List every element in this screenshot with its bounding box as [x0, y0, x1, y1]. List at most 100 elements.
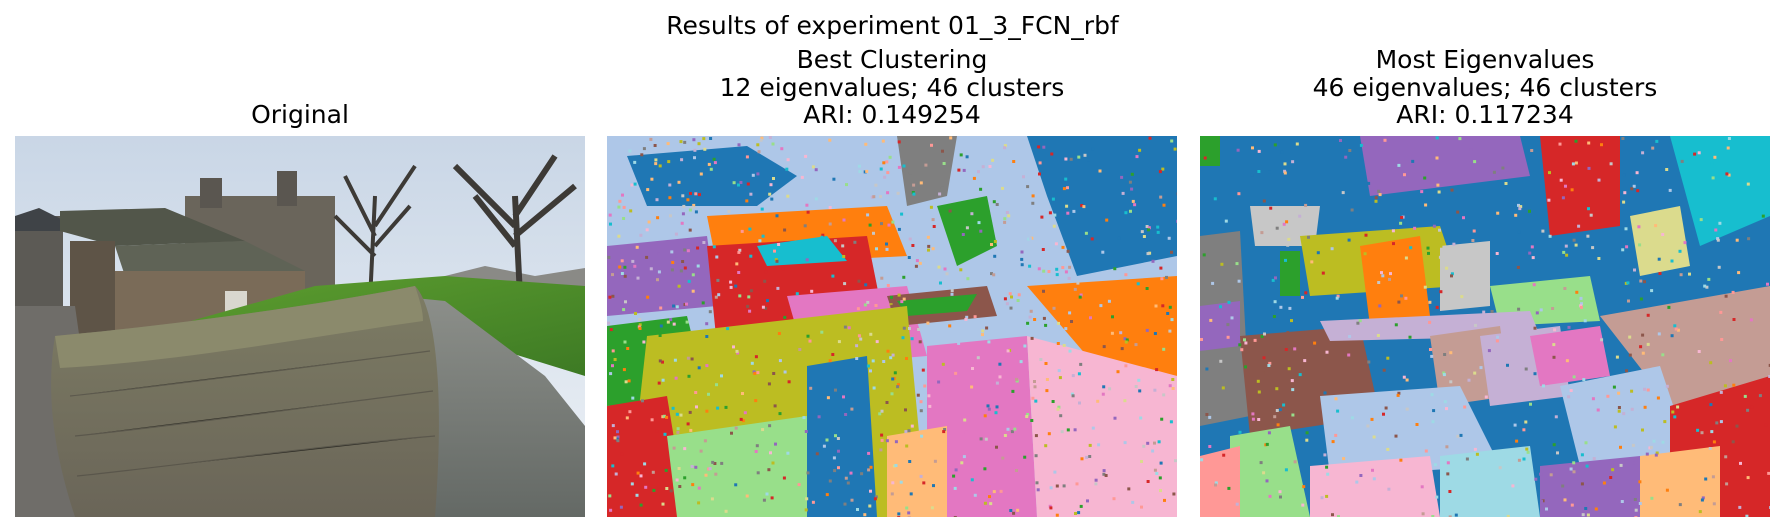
segment-pixel	[657, 381, 661, 385]
segment-pixel	[855, 344, 859, 348]
segment-pixel	[1153, 468, 1157, 472]
segment-pixel	[869, 332, 873, 336]
segment-pixel	[1749, 318, 1753, 322]
segment-pixel	[984, 437, 988, 441]
segment-pixel	[810, 289, 814, 293]
segment-pixel	[751, 173, 755, 177]
segment-pixel	[879, 195, 883, 199]
segment-pixel	[1564, 184, 1567, 188]
segment-pixel	[1563, 287, 1567, 290]
segment-pixel	[761, 305, 765, 309]
segment-pixel	[1712, 502, 1716, 506]
segment-pixel	[1571, 162, 1575, 166]
segment-pixel	[760, 207, 764, 211]
segment-pixel	[689, 192, 692, 195]
segment-pixel	[1427, 251, 1430, 255]
segment-pixel	[708, 467, 712, 471]
segment-pixel	[1738, 505, 1742, 509]
segment-pixel	[1735, 238, 1739, 242]
segment-pixel	[1450, 188, 1454, 192]
segment-pixel	[1423, 176, 1427, 180]
segment-pixel	[1575, 290, 1579, 294]
segment-pixel	[1116, 370, 1120, 374]
segment-pixel	[1176, 219, 1177, 223]
segment-pixel	[1305, 438, 1309, 442]
segment-pixel	[926, 235, 930, 239]
segment-pixel	[708, 310, 712, 314]
segment-pixel	[739, 181, 743, 184]
segment-pixel	[661, 378, 665, 382]
segment-pixel	[1465, 457, 1469, 461]
blue-region	[807, 356, 877, 517]
segment-pixel	[611, 273, 614, 277]
segment-pixel	[1171, 378, 1175, 381]
segment-pixel	[1442, 371, 1446, 375]
segment-pixel	[737, 143, 741, 147]
segment-pixel	[1397, 163, 1401, 167]
segment-pixel	[676, 427, 680, 431]
segment-pixel	[750, 361, 754, 365]
segment-pixel	[683, 248, 687, 252]
segment-pixel	[1723, 384, 1727, 388]
segment-pixel	[1265, 442, 1269, 446]
segment-pixel	[942, 430, 946, 434]
segment-pixel	[761, 428, 765, 432]
segment-pixel	[1541, 229, 1545, 233]
segment-pixel	[1530, 245, 1534, 249]
segment-pixel	[1637, 225, 1641, 229]
segment-pixel	[842, 395, 845, 399]
segment-pixel	[1275, 409, 1279, 412]
segment-pixel	[1085, 455, 1089, 459]
segment-pixel	[912, 183, 916, 187]
segment-pixel	[1227, 486, 1231, 490]
segment-pixel	[1676, 328, 1680, 332]
purple-region	[1200, 301, 1240, 351]
segment-pixel	[1655, 139, 1659, 143]
segment-pixel	[1133, 203, 1137, 207]
segment-pixel	[949, 136, 953, 140]
segment-pixel	[1119, 331, 1123, 335]
segment-pixel	[724, 509, 728, 513]
segment-pixel	[1517, 203, 1520, 207]
segment-pixel	[1331, 440, 1335, 444]
segment-pixel	[1137, 378, 1141, 382]
segment-pixel	[1259, 461, 1263, 465]
segment-pixel	[675, 478, 679, 482]
segment-pixel	[734, 483, 738, 487]
segment-pixel	[1129, 209, 1132, 213]
segment-pixel	[1438, 228, 1441, 232]
segment-pixel	[1055, 484, 1059, 488]
segment-pixel	[986, 404, 990, 408]
segment-pixel	[1013, 427, 1017, 431]
segment-pixel	[766, 299, 769, 303]
segment-pixel	[1700, 498, 1704, 502]
segment-pixel	[820, 235, 824, 239]
segment-pixel	[665, 487, 669, 490]
segment-pixel	[714, 472, 718, 476]
segment-pixel	[1026, 413, 1030, 416]
segment-pixel	[767, 382, 771, 386]
segment-pixel	[1646, 342, 1650, 346]
segment-pixel	[920, 434, 924, 438]
segment-pixel	[837, 340, 841, 344]
segment-pixel	[1168, 305, 1172, 309]
segment-pixel	[1506, 363, 1509, 367]
segment-pixel	[694, 391, 698, 394]
segment-pixel	[1533, 326, 1537, 330]
segment-pixel	[633, 390, 637, 394]
segment-pixel	[979, 437, 983, 441]
segment-pixel	[1541, 499, 1545, 503]
segment-pixel	[1230, 316, 1234, 320]
segment-pixel	[1280, 150, 1284, 154]
segment-pixel	[1446, 472, 1450, 476]
segment-pixel	[1151, 478, 1155, 482]
segment-pixel	[1561, 484, 1565, 488]
segment-pixel	[618, 511, 622, 515]
segment-pixel	[1665, 384, 1669, 388]
segment-pixel	[773, 404, 777, 408]
segment-pixel	[983, 467, 987, 471]
segment-pixel	[658, 334, 662, 337]
segment-pixel	[647, 220, 651, 224]
segment-pixel	[1600, 143, 1603, 147]
segment-pixel	[1482, 310, 1486, 314]
